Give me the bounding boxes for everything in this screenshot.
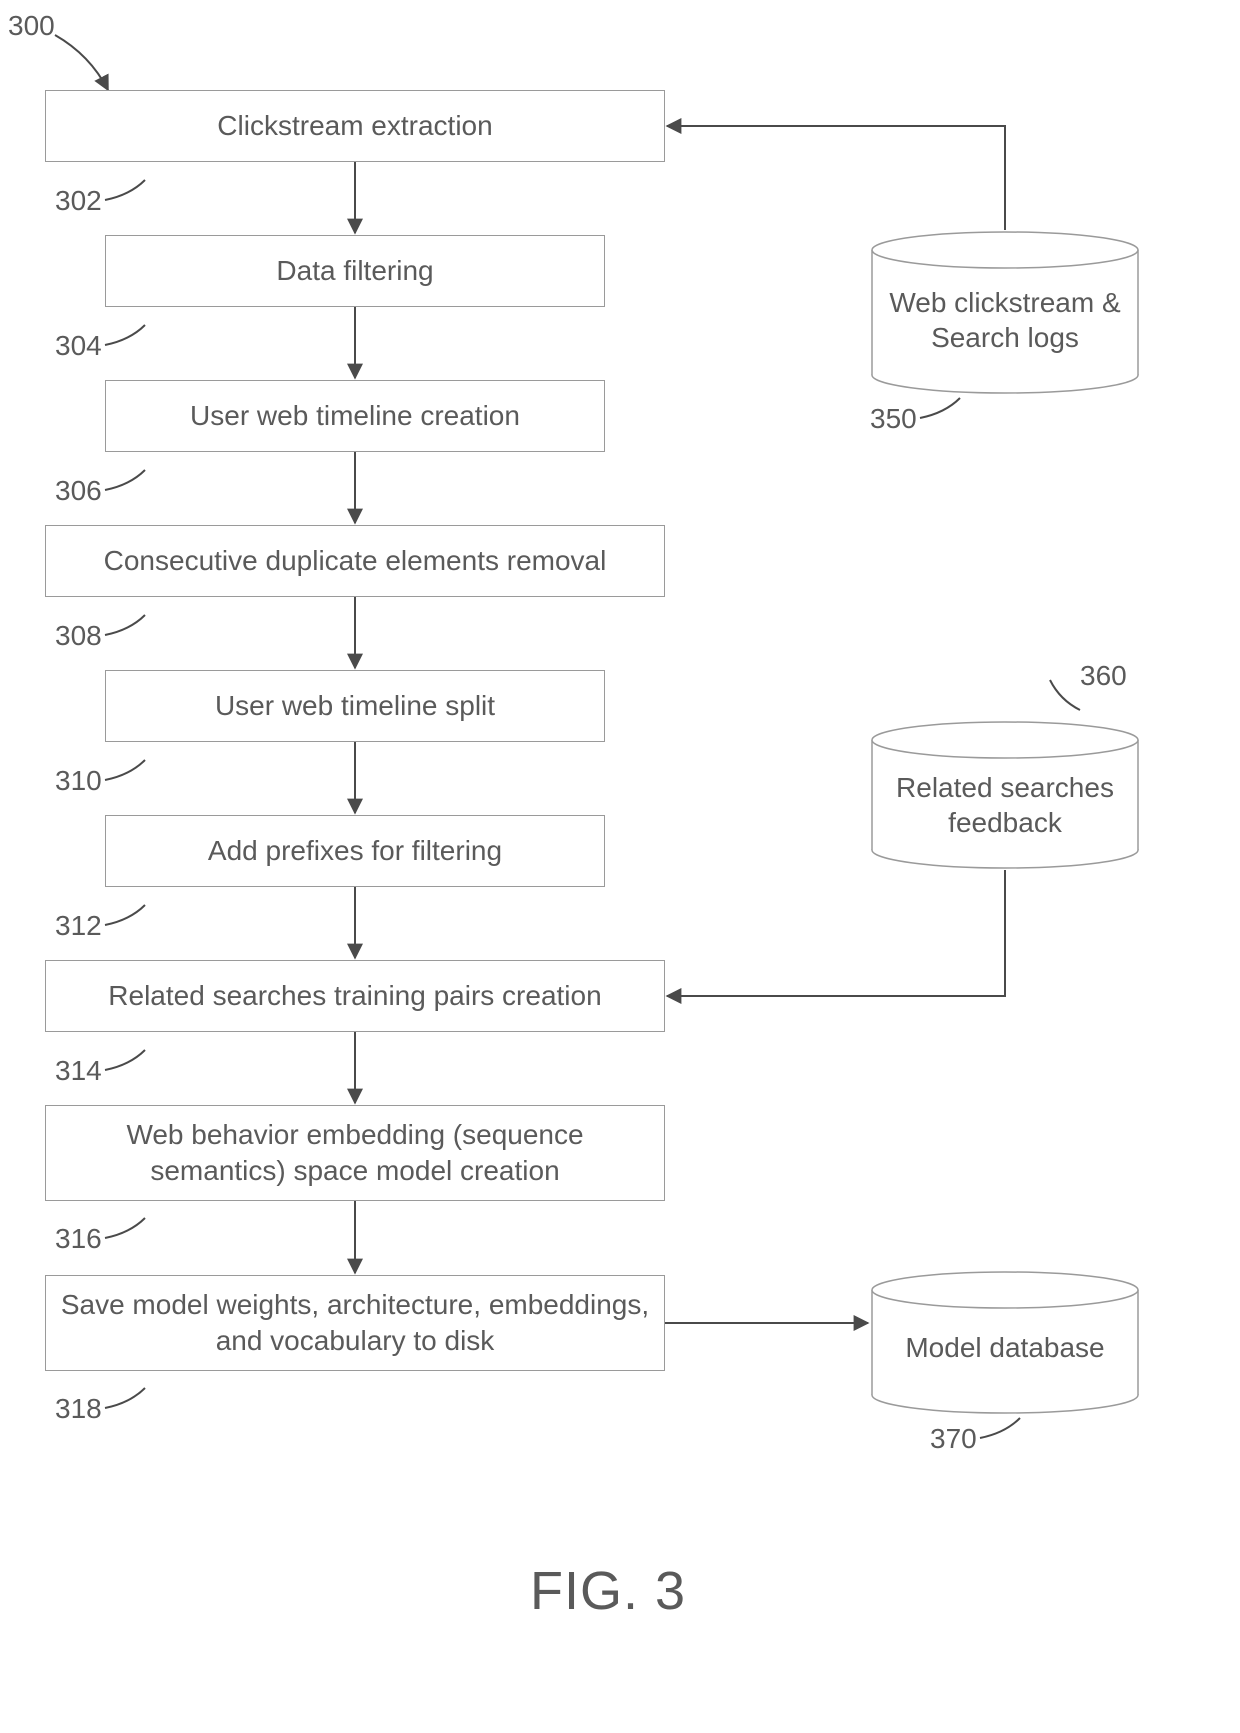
cylinder-label: Related searches feedback [870, 770, 1140, 840]
box-consecutive-duplicate-removal: Consecutive duplicate elements removal [45, 525, 665, 597]
ref-360: 360 [1080, 660, 1127, 692]
box-label: Data filtering [276, 253, 433, 289]
ref-316: 316 [55, 1223, 102, 1255]
box-label: Add prefixes for filtering [208, 833, 502, 869]
cylinder-label: Model database [870, 1330, 1140, 1365]
cylinder-label: Web clickstream & Search logs [870, 285, 1140, 355]
box-label: Related searches training pairs creation [108, 978, 601, 1014]
box-related-searches-training-pairs: Related searches training pairs creation [45, 960, 665, 1032]
box-label: Consecutive duplicate elements removal [104, 543, 607, 579]
cylinder-web-clickstream-logs: Web clickstream & Search logs [870, 230, 1140, 395]
box-clickstream-extraction: Clickstream extraction [45, 90, 665, 162]
box-user-web-timeline-split: User web timeline split [105, 670, 605, 742]
ref-318: 318 [55, 1393, 102, 1425]
box-add-prefixes: Add prefixes for filtering [105, 815, 605, 887]
ref-310: 310 [55, 765, 102, 797]
figure-label: FIG. 3 [530, 1560, 686, 1622]
box-save-model-weights: Save model weights, architecture, embedd… [45, 1275, 665, 1371]
ref-308: 308 [55, 620, 102, 652]
box-label: Clickstream extraction [217, 108, 492, 144]
box-label: User web timeline creation [190, 398, 520, 434]
ref-304: 304 [55, 330, 102, 362]
ref-350: 350 [870, 403, 917, 435]
cylinder-related-searches-feedback: Related searches feedback [870, 720, 1140, 870]
box-web-behavior-embedding: Web behavior embedding (sequence semanti… [45, 1105, 665, 1201]
box-data-filtering: Data filtering [105, 235, 605, 307]
ref-302: 302 [55, 185, 102, 217]
ref-314: 314 [55, 1055, 102, 1087]
ref-306: 306 [55, 475, 102, 507]
box-label: User web timeline split [215, 688, 495, 724]
box-label: Save model weights, architecture, embedd… [60, 1287, 650, 1360]
box-user-web-timeline-creation: User web timeline creation [105, 380, 605, 452]
ref-370: 370 [930, 1423, 977, 1455]
ref-300: 300 [8, 10, 55, 42]
cylinder-model-database: Model database [870, 1270, 1140, 1415]
box-label: Web behavior embedding (sequence semanti… [60, 1117, 650, 1190]
ref-312: 312 [55, 910, 102, 942]
